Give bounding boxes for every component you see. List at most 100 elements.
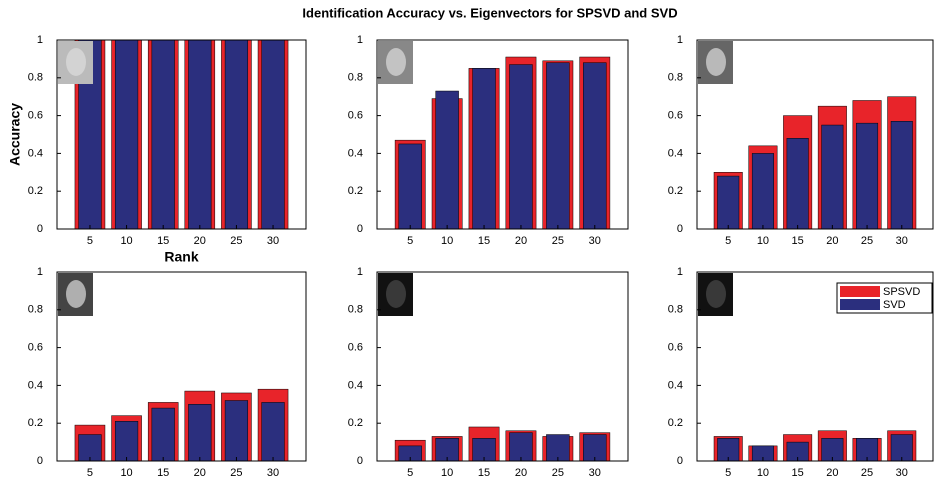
y-tick-label: 0	[357, 455, 363, 467]
x-tick-label: 20	[515, 467, 527, 479]
x-tick-label: 5	[87, 467, 93, 479]
y-tick-label: 0	[677, 223, 683, 235]
bar	[152, 408, 175, 461]
x-tick-label: 15	[157, 467, 169, 479]
y-tick-label: 0.8	[28, 304, 43, 316]
y-tick-label: 0.6	[668, 342, 683, 354]
x-tick-label: 30	[896, 467, 908, 479]
bar	[787, 138, 809, 229]
y-tick-label: 0.8	[668, 72, 683, 84]
y-tick-label: 0.6	[668, 110, 683, 122]
x-tick-label: 5	[725, 467, 731, 479]
bar	[115, 421, 138, 461]
x-tick-label: 10	[120, 235, 132, 247]
y-tick-label: 0.6	[348, 110, 363, 122]
x-tick-label: 30	[896, 235, 908, 247]
bar	[583, 63, 606, 229]
x-tick-label: 15	[792, 467, 804, 479]
x-tick-label: 30	[589, 467, 601, 479]
x-tick-label: 10	[120, 467, 132, 479]
bar	[546, 63, 569, 229]
x-tick-label: 20	[194, 235, 206, 247]
bar	[188, 404, 211, 461]
y-tick-label: 1	[357, 266, 363, 278]
x-tick-label: 5	[725, 235, 731, 247]
y-tick-label: 0.2	[28, 185, 43, 197]
y-tick-label: 1	[37, 34, 43, 46]
x-tick-label: 25	[230, 467, 242, 479]
y-tick-label: 0.8	[668, 304, 683, 316]
legend-swatch	[840, 286, 880, 297]
bar	[856, 123, 878, 229]
bar	[752, 153, 774, 229]
x-tick-label: 25	[861, 235, 873, 247]
face-shape	[706, 48, 726, 76]
bar	[891, 121, 913, 229]
bar	[225, 401, 248, 461]
x-tick-label: 15	[478, 235, 490, 247]
y-tick-label: 0.4	[668, 379, 683, 391]
x-tick-label: 5	[407, 467, 413, 479]
y-tick-label: 0.2	[348, 185, 363, 197]
bar	[436, 91, 459, 229]
legend-swatch	[840, 299, 880, 310]
y-tick-label: 0	[357, 223, 363, 235]
x-tick-label: 20	[194, 467, 206, 479]
x-tick-label: 10	[757, 467, 769, 479]
y-tick-label: 0.2	[348, 417, 363, 429]
bar	[225, 40, 248, 229]
y-tick-label: 0.8	[348, 72, 363, 84]
figure: Identification Accuracy vs. Eigenvectors…	[0, 0, 934, 480]
y-tick-label: 1	[677, 34, 683, 46]
y-tick-label: 1	[677, 266, 683, 278]
y-tick-label: 0.2	[668, 417, 683, 429]
x-tick-label: 15	[157, 235, 169, 247]
legend-label: SPSVD	[883, 286, 920, 298]
x-tick-label: 25	[230, 235, 242, 247]
x-tick-label: 15	[478, 467, 490, 479]
x-tick-label: 20	[515, 235, 527, 247]
y-tick-label: 0.2	[668, 185, 683, 197]
face-shape	[66, 280, 86, 308]
legend-label: SVD	[883, 299, 906, 311]
bar	[188, 40, 211, 229]
x-tick-label: 25	[552, 235, 564, 247]
y-tick-label: 0	[37, 455, 43, 467]
y-tick-label: 0.6	[28, 342, 43, 354]
bar	[510, 433, 533, 461]
x-tick-label: 30	[589, 235, 601, 247]
y-tick-label: 0.4	[28, 147, 43, 159]
x-tick-label: 5	[87, 235, 93, 247]
bar	[510, 65, 533, 229]
bar	[152, 40, 175, 229]
bar	[262, 402, 285, 461]
bar	[399, 144, 422, 229]
y-tick-label: 1	[37, 266, 43, 278]
y-tick-label: 0.2	[28, 417, 43, 429]
y-tick-label: 0.4	[668, 147, 683, 159]
figure-title: Identification Accuracy vs. Eigenvectors…	[302, 5, 677, 20]
bar	[473, 68, 496, 229]
y-tick-label: 0	[677, 455, 683, 467]
x-tick-label: 10	[757, 235, 769, 247]
y-axis-label: Accuracy	[7, 103, 23, 166]
face-shape	[66, 48, 86, 76]
y-tick-label: 0.8	[28, 72, 43, 84]
bar	[262, 40, 285, 229]
y-tick-label: 0.4	[348, 379, 363, 391]
x-tick-label: 10	[441, 467, 453, 479]
x-tick-label: 5	[407, 235, 413, 247]
face-shape	[706, 280, 726, 308]
bar	[717, 176, 739, 229]
y-tick-label: 0	[37, 223, 43, 235]
x-axis-label: Rank	[164, 249, 198, 265]
x-tick-label: 25	[861, 467, 873, 479]
y-tick-label: 0.4	[28, 379, 43, 391]
y-tick-label: 0.6	[348, 342, 363, 354]
y-tick-label: 0.4	[348, 147, 363, 159]
face-shape	[386, 280, 406, 308]
x-tick-label: 20	[826, 467, 838, 479]
x-tick-label: 15	[792, 235, 804, 247]
x-tick-label: 30	[267, 235, 279, 247]
bar	[822, 125, 844, 229]
